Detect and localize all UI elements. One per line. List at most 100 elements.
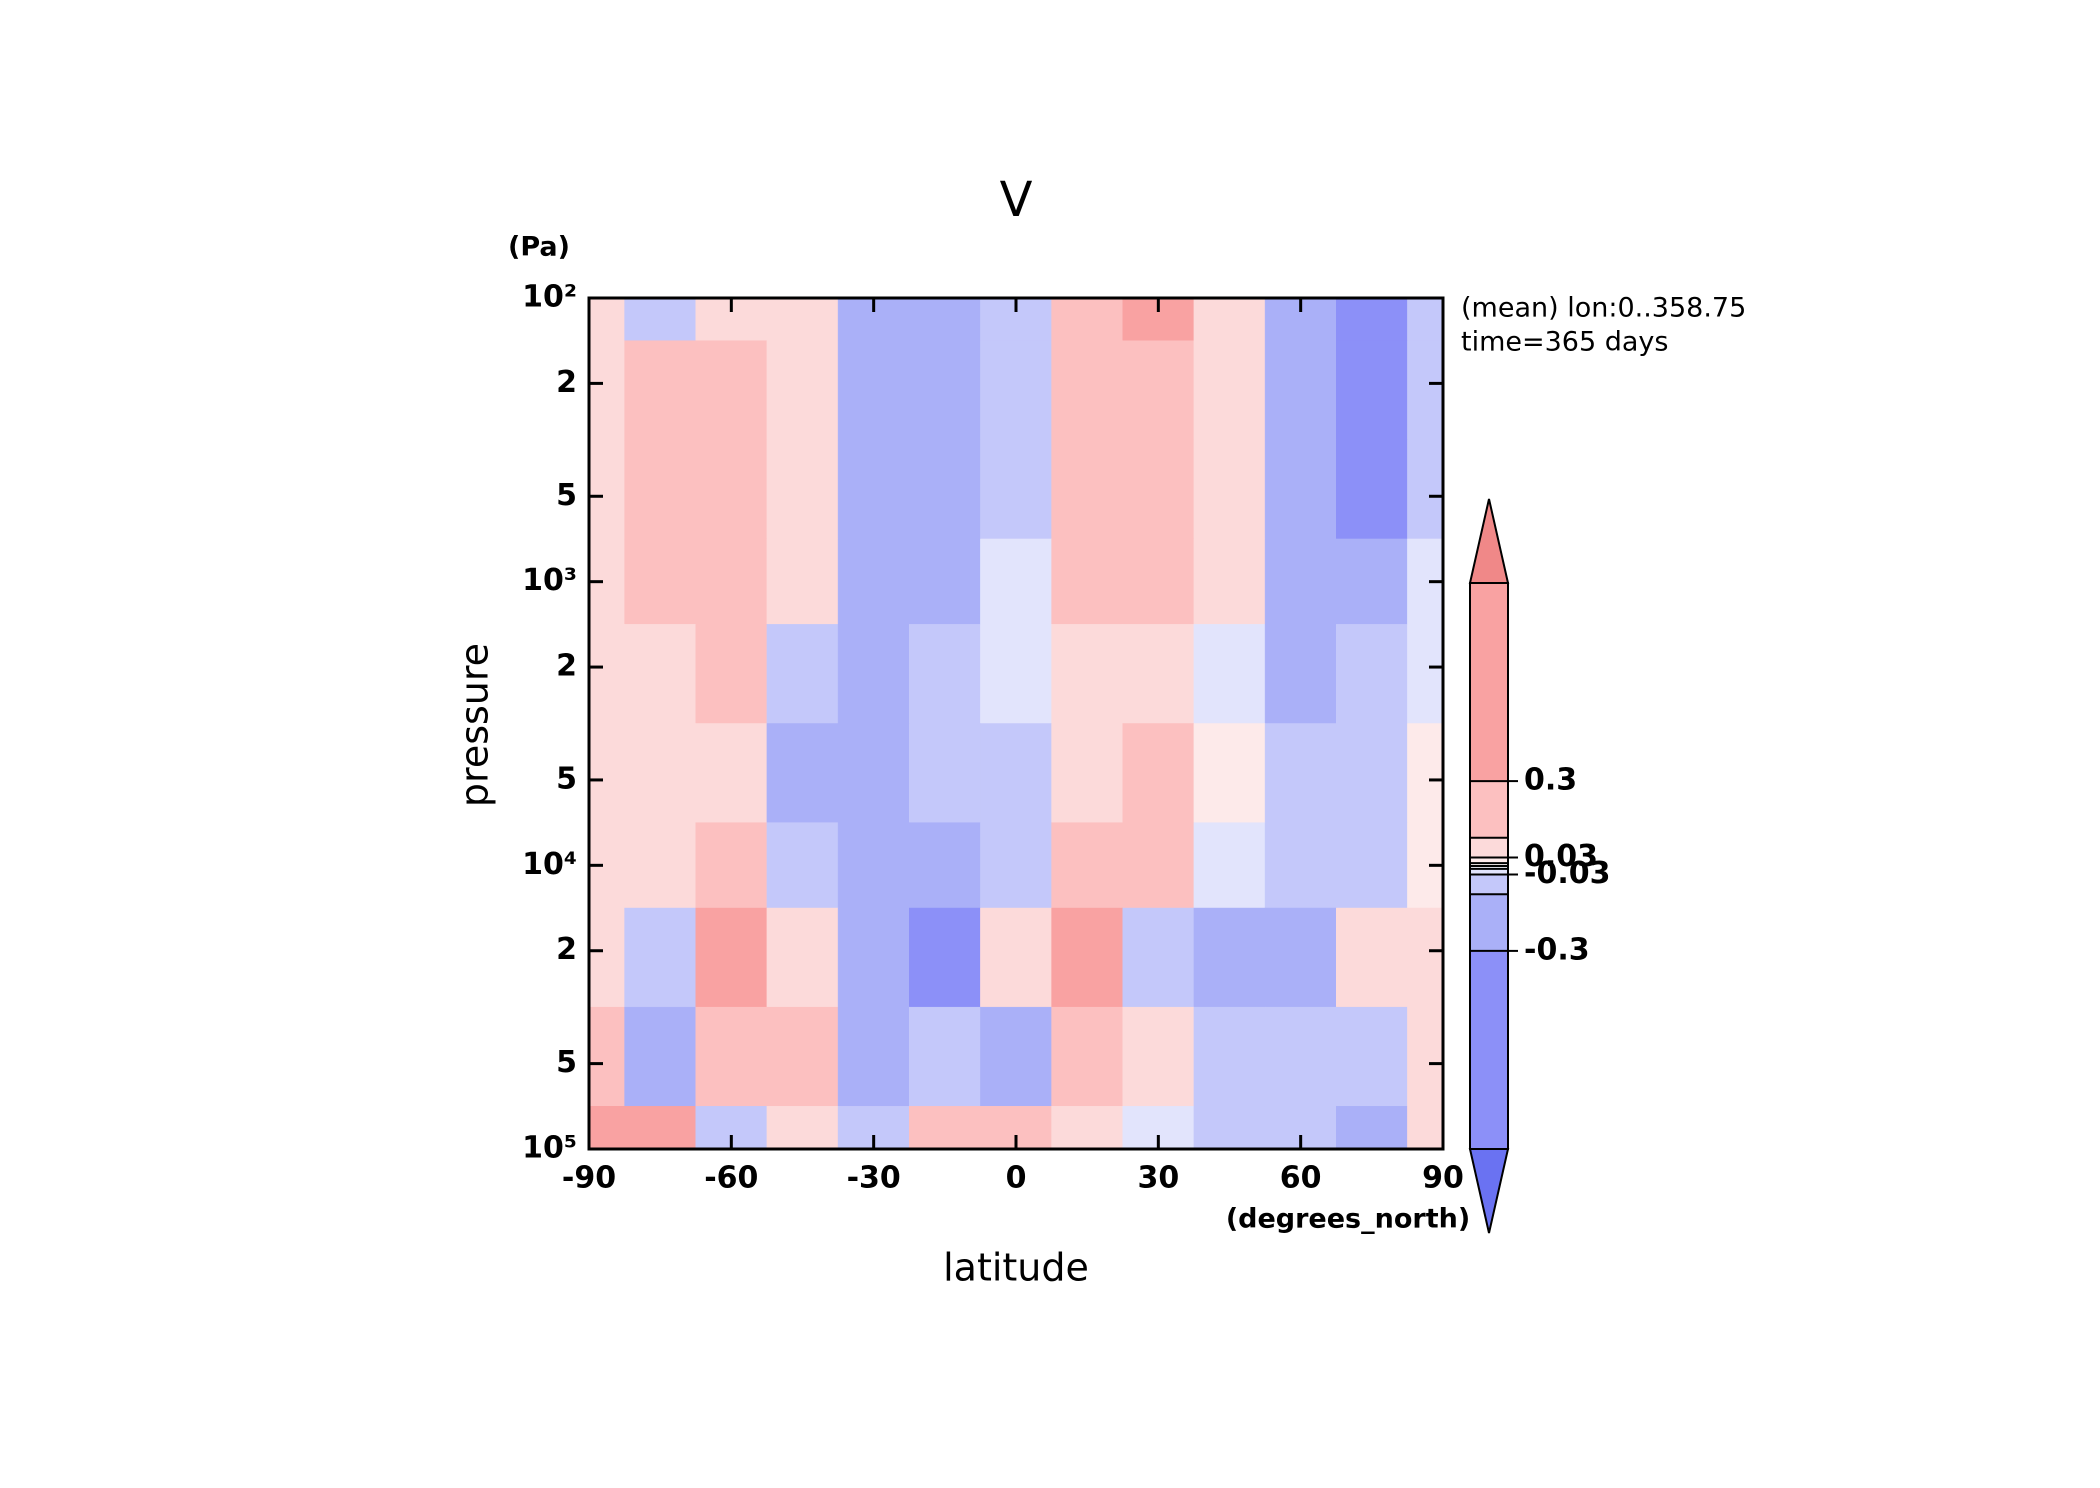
x-tick-label: 0 bbox=[1006, 1161, 1027, 1196]
cell bbox=[1336, 439, 1408, 540]
y-tick-label: 2 bbox=[556, 932, 577, 967]
cell bbox=[766, 624, 839, 724]
cell bbox=[1193, 723, 1266, 823]
cell bbox=[766, 340, 839, 441]
cell bbox=[1407, 624, 1444, 724]
cell bbox=[1051, 907, 1124, 1008]
cell bbox=[1336, 297, 1408, 341]
cell bbox=[1336, 624, 1408, 724]
colorbar-bin bbox=[1470, 781, 1508, 838]
y-tick-label: 5 bbox=[556, 1045, 577, 1080]
cell bbox=[1336, 1106, 1408, 1150]
cell bbox=[1407, 907, 1444, 1008]
cell bbox=[588, 723, 625, 823]
x-tick-label: -60 bbox=[704, 1161, 758, 1196]
cell bbox=[588, 439, 625, 540]
cell bbox=[1407, 439, 1444, 540]
cell bbox=[837, 723, 910, 823]
cell bbox=[1264, 340, 1337, 441]
y-unit: (Pa) bbox=[508, 232, 570, 263]
cell bbox=[624, 297, 696, 341]
cell bbox=[909, 1106, 981, 1150]
cell bbox=[1051, 340, 1124, 441]
colorbar-bin bbox=[1470, 874, 1508, 895]
x-tick-label: -30 bbox=[847, 1161, 901, 1196]
cell bbox=[980, 439, 1052, 540]
cell bbox=[1051, 723, 1124, 823]
cell bbox=[1336, 723, 1408, 823]
y-tick-label: 2 bbox=[556, 649, 577, 684]
cell bbox=[980, 538, 1052, 625]
colorbar-bin bbox=[1470, 863, 1508, 866]
cell bbox=[980, 822, 1052, 909]
cell bbox=[1336, 907, 1408, 1008]
colorbar-frame bbox=[1469, 582, 1509, 1150]
cell bbox=[1122, 907, 1195, 1008]
x-axis-label: latitude bbox=[943, 1246, 1089, 1290]
cell bbox=[624, 624, 696, 724]
cell bbox=[1122, 538, 1195, 625]
cell bbox=[624, 822, 696, 909]
x-unit: (degrees_north) bbox=[1226, 1204, 1470, 1235]
annotation: time=365 days bbox=[1461, 327, 1668, 358]
y-tick-label: 10⁴ bbox=[522, 847, 577, 882]
cell bbox=[1264, 1006, 1337, 1107]
y-tick-label: 10³ bbox=[522, 563, 577, 598]
colorbar-bin bbox=[1470, 950, 1508, 1149]
cell bbox=[624, 723, 696, 823]
cell bbox=[837, 340, 910, 441]
cell bbox=[980, 1006, 1052, 1107]
cell bbox=[624, 1006, 696, 1107]
colorbar-bin bbox=[1470, 894, 1508, 951]
x-tick-label: 60 bbox=[1280, 1161, 1322, 1196]
cell bbox=[909, 624, 981, 724]
cell bbox=[588, 1106, 625, 1150]
cell bbox=[1193, 1106, 1266, 1150]
cell bbox=[624, 340, 696, 441]
cell bbox=[837, 439, 910, 540]
cell bbox=[837, 624, 910, 724]
cell bbox=[1264, 439, 1337, 540]
colorbar-tick-label: 0.03 bbox=[1524, 839, 1598, 874]
colorbar-bin bbox=[1470, 866, 1508, 869]
cell bbox=[1193, 822, 1266, 909]
colorbar-tick-label: -0.3 bbox=[1524, 932, 1590, 967]
cell bbox=[1193, 340, 1266, 441]
cell bbox=[1051, 822, 1124, 909]
y-tick-label: 5 bbox=[556, 761, 577, 796]
y-tick-label: 2 bbox=[556, 365, 577, 400]
cell bbox=[766, 907, 839, 1008]
cell bbox=[1122, 340, 1195, 441]
cell bbox=[1407, 297, 1444, 341]
cell bbox=[1122, 624, 1195, 724]
cell bbox=[1051, 297, 1124, 341]
x-tick-label: 90 bbox=[1422, 1161, 1464, 1196]
colorbar-bin bbox=[1470, 583, 1508, 782]
cell bbox=[1122, 439, 1195, 540]
cell bbox=[1407, 340, 1444, 441]
cell bbox=[695, 723, 768, 823]
cell bbox=[695, 439, 768, 540]
chart-title: V bbox=[1000, 172, 1033, 228]
cell bbox=[1051, 538, 1124, 625]
cell bbox=[766, 1106, 839, 1150]
cell bbox=[766, 439, 839, 540]
cell bbox=[1336, 340, 1408, 441]
cell bbox=[695, 624, 768, 724]
cell bbox=[624, 907, 696, 1008]
cell bbox=[1193, 907, 1266, 1008]
cell bbox=[980, 723, 1052, 823]
cell bbox=[695, 538, 768, 625]
cell bbox=[1407, 723, 1444, 823]
cell bbox=[1122, 723, 1195, 823]
cell bbox=[1193, 624, 1266, 724]
cell bbox=[1051, 624, 1124, 724]
cell bbox=[1193, 297, 1266, 341]
cell bbox=[837, 907, 910, 1008]
y-tick-label: 10⁵ bbox=[522, 1131, 577, 1166]
cell bbox=[1336, 822, 1408, 909]
cell bbox=[1336, 1006, 1408, 1107]
cell bbox=[1264, 624, 1337, 724]
cell bbox=[695, 1006, 768, 1107]
